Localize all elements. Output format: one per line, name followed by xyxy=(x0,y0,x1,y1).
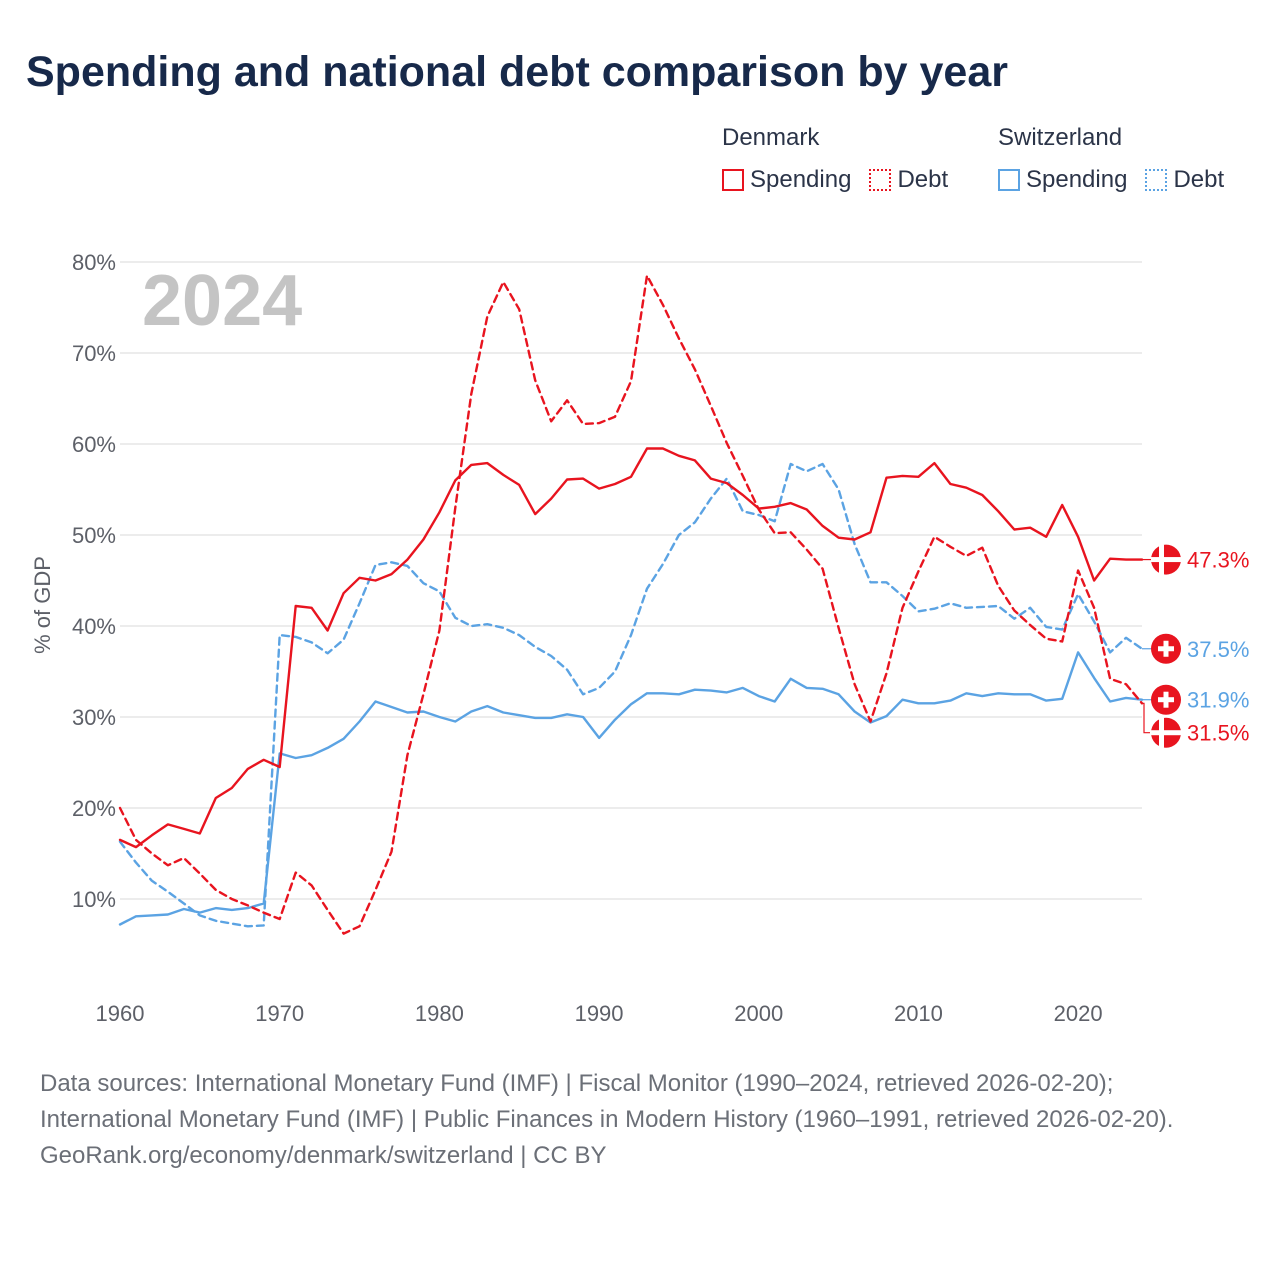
label-leader-line xyxy=(1142,702,1150,734)
legend-label: Debt xyxy=(1173,166,1225,193)
end-value-label: 31.9% xyxy=(1187,688,1249,713)
y-tick-label: 60% xyxy=(72,432,116,457)
x-tick-label: 1970 xyxy=(255,1001,304,1026)
legend-label: Spending xyxy=(750,166,852,193)
y-tick-label: 20% xyxy=(72,796,116,821)
flag-cross-horizontal xyxy=(1158,646,1174,652)
switzerland-flag-icon xyxy=(1151,633,1181,664)
legend-switzerland-debt[interactable]: Debt xyxy=(1145,166,1224,194)
y-tick-label: 70% xyxy=(72,341,116,366)
flag-cross-horizontal xyxy=(1158,697,1174,703)
end-value-label: 37.5% xyxy=(1187,637,1249,662)
legend-swatch-solid xyxy=(722,169,744,191)
chart-title: Spending and national debt comparison by… xyxy=(26,48,1008,96)
line-chart: 10% 20% 30% 40% 50% 60% 70% 80% 1960 1970 1980 1990… xyxy=(30,250,1249,1026)
year-watermark: 2024 xyxy=(142,261,302,341)
denmark-flag-icon xyxy=(1151,544,1181,575)
legend-country-denmark: Denmark xyxy=(722,124,820,151)
legend-denmark-debt[interactable]: Debt xyxy=(869,166,948,194)
y-tick-label: 30% xyxy=(72,705,116,730)
series-line-denmark-debt xyxy=(118,274,1144,935)
denmark-flag-icon xyxy=(1151,717,1181,748)
legend-country-switzerland: Switzerland xyxy=(998,124,1123,151)
series-line-denmark-spending xyxy=(118,447,1144,849)
flag-cross-horizontal xyxy=(1151,730,1181,736)
switzerland-flag-icon xyxy=(1151,684,1181,715)
legend-label: Spending xyxy=(1026,166,1128,193)
x-tick-label: 1990 xyxy=(575,1001,624,1026)
legend-label: Debt xyxy=(897,166,949,193)
series-line-switzerland-spending xyxy=(118,651,1144,926)
x-tick-label: 2000 xyxy=(734,1001,783,1026)
credit-line: GeoRank.org/economy/denmark/switzerland … xyxy=(40,1142,607,1169)
y-tick-label: 50% xyxy=(72,523,116,548)
end-value-label: 31.5% xyxy=(1187,721,1249,746)
y-tick-label: 80% xyxy=(72,250,116,275)
x-tick-label: 1960 xyxy=(96,1001,145,1026)
data-sources: Data sources: International Monetary Fun… xyxy=(40,1070,1174,1133)
end-value-label: 47.3% xyxy=(1187,548,1249,573)
y-tick-label: 10% xyxy=(72,887,116,912)
footer: Data sources: International Monetary Fun… xyxy=(40,1066,1240,1174)
x-tick-label: 2010 xyxy=(894,1001,943,1026)
x-tick-label: 2020 xyxy=(1054,1001,1103,1026)
legend-swatch-solid xyxy=(998,169,1020,191)
flag-cross-horizontal xyxy=(1151,557,1181,563)
y-tick-label: 40% xyxy=(72,614,116,639)
series-line-switzerland-debt xyxy=(118,462,1144,928)
legend-switzerland: Switzerland Spending Debt xyxy=(998,124,1242,194)
legend-switzerland-spending[interactable]: Spending xyxy=(998,166,1127,194)
legend-denmark: Denmark Spending Debt xyxy=(722,124,966,194)
y-axis-label: % of GDP xyxy=(30,556,55,654)
legend-denmark-spending[interactable]: Spending xyxy=(722,166,851,194)
legend-swatch-dotted xyxy=(1145,169,1168,191)
x-tick-label: 1980 xyxy=(415,1001,464,1026)
legend-swatch-dotted xyxy=(869,169,892,191)
